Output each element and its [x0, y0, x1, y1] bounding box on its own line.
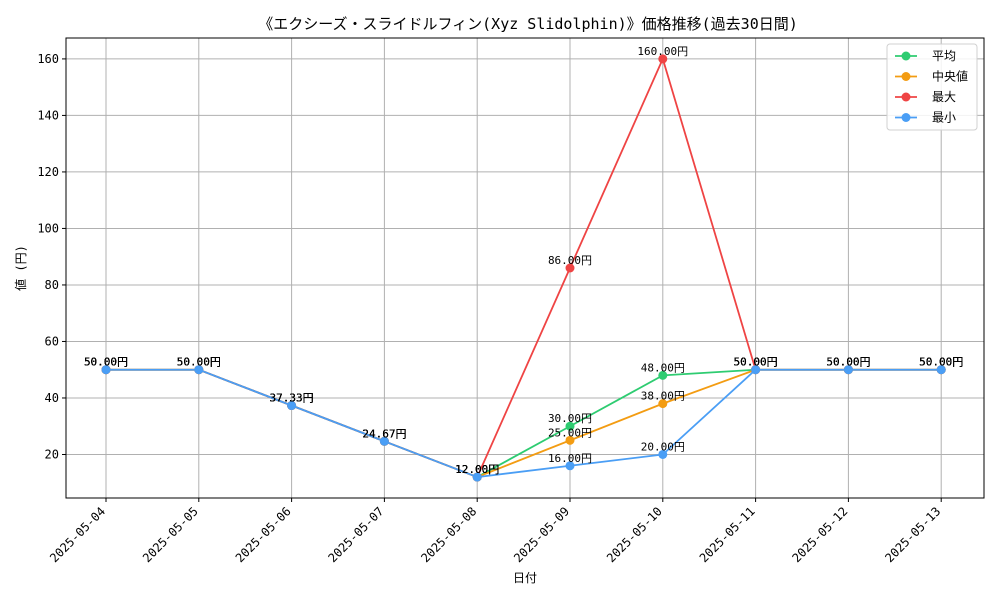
x-tick-label: 2025-05-08 — [418, 504, 479, 565]
data-label: 48.00円 — [641, 361, 685, 374]
data-label: 50.00円 — [177, 356, 221, 369]
x-tick-label: 2025-05-07 — [326, 504, 387, 565]
data-label: 37.33円 — [270, 392, 314, 405]
x-tick-label: 2025-05-11 — [697, 504, 758, 565]
series-line — [106, 368, 942, 478]
data-label: 50.00円 — [734, 356, 778, 369]
data-point — [658, 399, 668, 409]
plot-area-frame — [65, 37, 985, 499]
data-point — [658, 370, 668, 380]
x-tick-label: 2025-05-10 — [604, 504, 665, 565]
data-label: 50.00円 — [734, 356, 778, 369]
data-label: 25.00円 — [548, 426, 592, 439]
y-tick-label: 120 — [37, 165, 59, 179]
data-label: 50.00円 — [177, 356, 221, 369]
data-label: 50.00円 — [826, 356, 870, 369]
data-point — [843, 365, 853, 375]
y-tick-label: 40 — [45, 391, 59, 405]
data-point — [658, 54, 668, 64]
y-tick-label: 20 — [45, 447, 59, 461]
data-label: 50.00円 — [84, 356, 128, 369]
data-point — [565, 263, 575, 273]
data-label: 160.00円 — [637, 45, 688, 58]
x-tick-label: 2025-05-05 — [140, 504, 201, 565]
data-label: 50.00円 — [84, 356, 128, 369]
y-tick-label: 140 — [37, 108, 59, 122]
data-label: 50.00円 — [734, 356, 778, 369]
data-label: 50.00円 — [919, 356, 963, 369]
data-label: 50.00円 — [826, 356, 870, 369]
data-label: 37.33円 — [270, 392, 314, 405]
y-axis: 20 40 60 80 100 120 140 160 — [37, 52, 66, 461]
data-label: 50.00円 — [84, 356, 128, 369]
series-line — [106, 368, 942, 478]
data-point — [287, 401, 297, 411]
data-point — [658, 449, 668, 459]
data-point — [194, 365, 204, 375]
data-point — [379, 436, 389, 446]
series-line — [106, 58, 942, 478]
legend-marker — [901, 92, 911, 102]
chart-title: 《エクシーズ・スライドルフィン(Xyz Slidolphin)》価格推移(過去3… — [258, 15, 798, 33]
legend-marker — [901, 51, 911, 61]
data-label: 24.67円 — [362, 427, 406, 440]
x-tick-label: 2025-05-04 — [47, 504, 108, 565]
data-label: 12.00円 — [455, 463, 499, 476]
grid-lines — [66, 38, 984, 498]
data-label: 86.00円 — [548, 254, 592, 267]
data-point — [751, 365, 761, 375]
x-axis-label: 日付 — [513, 571, 537, 585]
y-axis-label: 値 (円) — [13, 245, 28, 291]
data-label: 38.00円 — [641, 390, 685, 403]
data-point — [936, 365, 946, 375]
data-label: 24.67円 — [362, 427, 406, 440]
data-point — [565, 421, 575, 431]
series-lines — [101, 54, 946, 482]
legend-label: 中央値 — [932, 69, 968, 84]
data-label: 12.00円 — [455, 463, 499, 476]
legend-label: 平均 — [932, 49, 956, 63]
data-label: 30.00円 — [548, 412, 592, 425]
data-label: 50.00円 — [84, 356, 128, 369]
legend-label: 最小 — [932, 111, 956, 125]
x-tick-label: 2025-05-12 — [790, 504, 851, 565]
data-point — [565, 461, 575, 471]
legend-label: 最大 — [932, 90, 956, 104]
data-label: 50.00円 — [919, 356, 963, 369]
legend-box — [886, 43, 978, 131]
data-label: 50.00円 — [177, 356, 221, 369]
data-label: 12.00円 — [455, 463, 499, 476]
data-point — [565, 435, 575, 445]
data-label: 24.67円 — [362, 427, 406, 440]
x-axis: 2025-05-04 2025-05-05 2025-05-06 2025-05-07… — [47, 498, 943, 565]
data-label: 16.00円 — [548, 452, 592, 465]
x-tick-label: 2025-05-13 — [882, 504, 943, 565]
data-label: 37.33円 — [270, 392, 314, 405]
data-point — [472, 472, 482, 482]
data-point — [101, 365, 111, 375]
y-tick-label: 160 — [37, 52, 59, 66]
x-tick-label: 2025-05-06 — [233, 504, 294, 565]
series-line — [106, 368, 942, 478]
legend-marker — [901, 72, 911, 81]
y-tick-label: 80 — [45, 278, 59, 292]
data-label: 50.00円 — [826, 356, 870, 369]
data-label: 50.00円 — [826, 356, 870, 369]
data-label: 20.00円 — [641, 440, 685, 453]
data-label: 37.33円 — [270, 392, 314, 405]
data-label: 50.00円 — [919, 356, 963, 369]
y-tick-label: 100 — [37, 221, 59, 235]
y-tick-label: 60 — [45, 334, 59, 348]
data-label: 12.00円 — [455, 463, 499, 476]
legend-marker — [901, 113, 911, 122]
data-label: 50.00円 — [919, 356, 963, 369]
x-tick-label: 2025-05-09 — [511, 504, 572, 565]
data-label: 50.00円 — [734, 356, 778, 369]
data-labels: 50.00円 50.00円 37.33円 24.67円 12.00円 30.00円 48.0… — [84, 45, 963, 476]
data-label: 50.00円 — [177, 356, 221, 369]
data-label: 24.67円 — [362, 427, 406, 440]
